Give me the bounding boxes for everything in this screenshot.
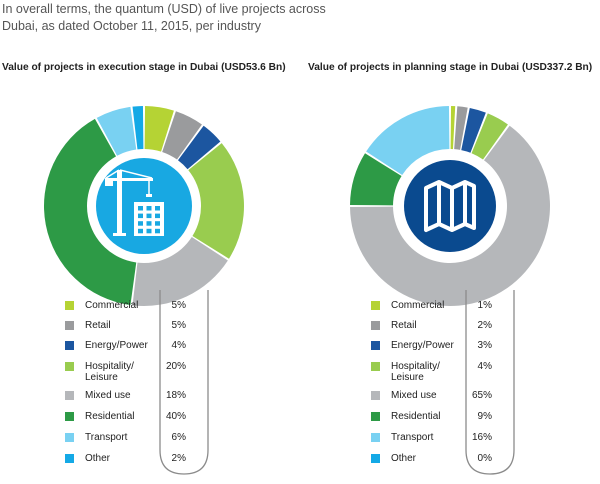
chart-title: Value of projects in planning stage in D… (308, 62, 593, 73)
donut-slice-residential (350, 153, 402, 206)
legend-item: Commercial 5% (2, 300, 292, 320)
donut-slice-transport (366, 106, 450, 175)
legend-label: Retail (85, 320, 111, 331)
legend-item: Mixed use 65% (308, 390, 598, 410)
legend-item: Hospitality/Leisure 4% (308, 361, 598, 383)
donut-slice-other (132, 106, 144, 150)
legend-bracket (465, 290, 515, 475)
legend-label: Hospitality/Leisure (391, 361, 440, 383)
legend-label: Other (85, 453, 111, 464)
legend-label: Hospitality/Leisure (85, 361, 134, 383)
legend-item: Retail 5% (2, 320, 292, 340)
legend-label: Energy/Power (391, 340, 454, 351)
legend-value: 1% (477, 300, 492, 311)
chart-title: Value of projects in execution stage in … (2, 62, 286, 73)
folded-map-icon (400, 156, 500, 256)
legend-swatch (65, 362, 74, 371)
legend-value: 2% (171, 453, 186, 464)
legend-item: Commercial 1% (308, 300, 598, 320)
legend-swatch (371, 454, 380, 463)
legend-item: Residential 9% (308, 411, 598, 431)
donut-slice-energy-power (461, 107, 486, 153)
legend-item: Transport 6% (2, 432, 292, 452)
legend-item: Transport 16% (308, 432, 598, 452)
intro-text: In overall terms, the quantum (USD) of l… (2, 2, 326, 33)
donut-slice-retail (162, 111, 202, 160)
legend-swatch (371, 362, 380, 371)
legend-label: Energy/Power (85, 340, 148, 351)
legend-bracket (159, 290, 209, 475)
legend-item: Retail 2% (308, 320, 598, 340)
legend-value: 0% (477, 453, 492, 464)
donut-slice-commercial (144, 106, 174, 152)
legend-item: Energy/Power 4% (2, 340, 292, 360)
legend-value: 20% (165, 361, 186, 372)
legend-value: 5% (171, 300, 186, 311)
legend-swatch (65, 301, 74, 310)
legend: Commercial 1% Retail 2% Energy/Power 3% Hospit… (308, 62, 598, 482)
legend-value: 16% (471, 432, 492, 443)
legend-label: Commercial (85, 300, 139, 311)
donut-slice-hospitality-leisure (471, 113, 508, 160)
legend-label: Other (391, 453, 417, 464)
legend-value: 4% (477, 361, 492, 372)
legend-label: Residential (85, 411, 135, 422)
legend-item: Energy/Power 3% (308, 340, 598, 360)
legend-value: 4% (171, 340, 186, 351)
legend-label: Commercial (391, 300, 445, 311)
execution-stage-panel: Value of projects in execution stage in … (2, 62, 292, 482)
legend-swatch (65, 341, 74, 350)
donut-slice-commercial (450, 106, 456, 150)
legend-swatch (371, 433, 380, 442)
legend-value: 2% (477, 320, 492, 331)
donut-slice-mixed-use (132, 237, 228, 306)
legend-swatch (65, 454, 74, 463)
legend-value: 3% (477, 340, 492, 351)
legend-label: Transport (391, 432, 434, 443)
legend-value: 65% (471, 390, 492, 401)
donut-slice-hospitality-leisure (188, 143, 244, 259)
legend-item: Residential 40% (2, 411, 292, 431)
donut-slice-mixed-use (350, 125, 550, 306)
construction-crane-building-icon (96, 158, 192, 254)
legend-swatch (65, 321, 74, 330)
donut-slice-retail (454, 106, 468, 150)
legend-value: 18% (165, 390, 186, 401)
donut-slice-transport (96, 106, 137, 156)
legend-swatch (371, 341, 380, 350)
legend-swatch (65, 412, 74, 421)
legend-swatch (65, 433, 74, 442)
legend: Commercial 5% Retail 5% Energy/Power 4% Hospit… (2, 62, 292, 482)
legend-swatch (371, 321, 380, 330)
legend-item: Other 0% (308, 453, 598, 473)
legend-label: Mixed use (85, 390, 131, 401)
legend-swatch (371, 391, 380, 400)
legend-value: 40% (165, 411, 186, 422)
donut-slice-energy-power (177, 125, 221, 170)
planning-stage-panel: Value of projects in planning stage in D… (308, 62, 598, 482)
legend-value: 9% (477, 411, 492, 422)
legend-value: 5% (171, 320, 186, 331)
legend-item: Hospitality/Leisure 20% (2, 361, 292, 383)
legend-value: 6% (171, 432, 186, 443)
legend-label: Retail (391, 320, 417, 331)
legend-swatch (65, 391, 74, 400)
legend-item: Other 2% (2, 453, 292, 473)
legend-swatch (371, 412, 380, 421)
donut-slice-residential (43, 118, 137, 306)
donut-chart (350, 106, 550, 306)
legend-label: Residential (391, 411, 441, 422)
donut-chart (43, 106, 244, 306)
legend-item: Mixed use 18% (2, 390, 292, 410)
legend-label: Transport (85, 432, 128, 443)
legend-label: Mixed use (391, 390, 437, 401)
legend-swatch (371, 301, 380, 310)
